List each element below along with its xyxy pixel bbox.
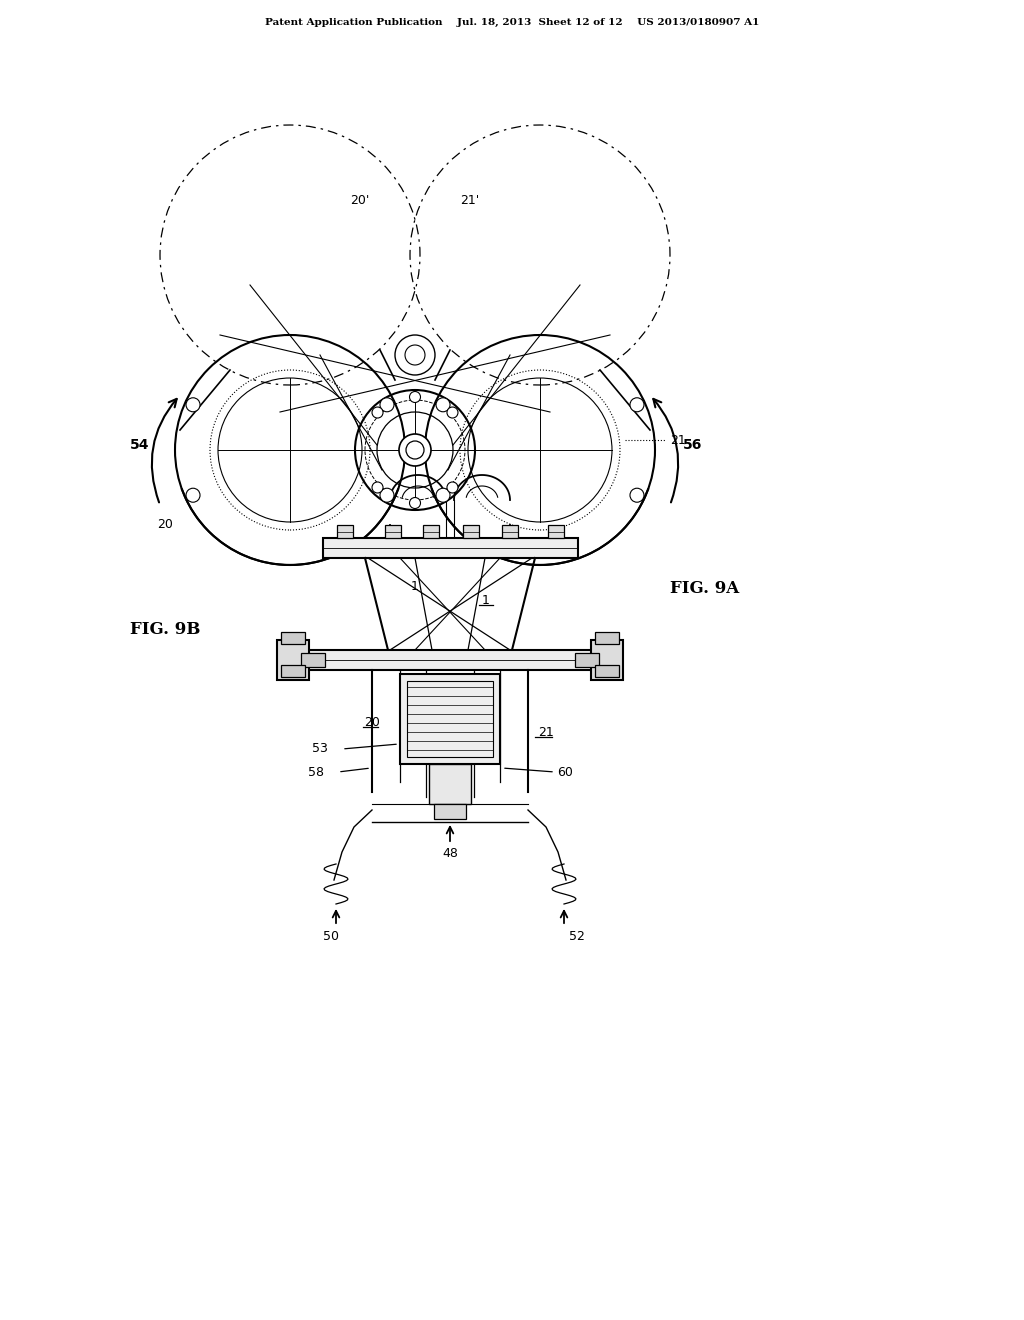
Bar — [595, 665, 618, 677]
Bar — [575, 653, 599, 667]
Bar — [281, 665, 305, 677]
Text: 1: 1 — [411, 579, 419, 593]
Circle shape — [630, 488, 644, 502]
Text: 48: 48 — [442, 847, 458, 861]
Text: 60: 60 — [557, 766, 572, 779]
Text: 53: 53 — [312, 742, 328, 755]
Circle shape — [380, 397, 394, 412]
Text: 21: 21 — [538, 726, 554, 738]
Text: Patent Application Publication    Jul. 18, 2013  Sheet 12 of 12    US 2013/01809: Patent Application Publication Jul. 18, … — [265, 17, 759, 26]
Circle shape — [380, 488, 394, 502]
Text: 56: 56 — [683, 438, 702, 451]
Circle shape — [447, 407, 458, 418]
Text: 21': 21' — [461, 194, 479, 206]
Text: 52: 52 — [569, 931, 585, 942]
Circle shape — [447, 482, 458, 492]
Bar — [295, 649, 605, 671]
Text: 1: 1 — [482, 594, 489, 606]
Bar — [502, 525, 518, 539]
Text: 54: 54 — [130, 438, 150, 451]
Circle shape — [406, 441, 424, 459]
Bar — [595, 632, 618, 644]
Text: FIG. 9B: FIG. 9B — [130, 622, 201, 639]
Bar — [434, 804, 466, 818]
Circle shape — [436, 488, 450, 502]
Circle shape — [410, 392, 421, 403]
Circle shape — [406, 345, 425, 366]
Text: 20: 20 — [365, 715, 380, 729]
Bar — [278, 640, 309, 680]
Bar — [463, 525, 479, 539]
Circle shape — [186, 488, 200, 502]
Circle shape — [372, 407, 383, 418]
Circle shape — [630, 397, 644, 412]
Bar — [281, 632, 305, 644]
Circle shape — [410, 498, 421, 508]
Circle shape — [399, 434, 431, 466]
Circle shape — [372, 482, 383, 492]
Text: 20: 20 — [157, 519, 173, 532]
Circle shape — [395, 335, 435, 375]
Bar — [591, 640, 623, 680]
Bar — [548, 525, 564, 539]
Text: 21: 21 — [670, 433, 686, 446]
Bar — [423, 525, 439, 539]
Text: 20': 20' — [350, 194, 370, 206]
Bar — [385, 525, 401, 539]
Bar — [323, 539, 578, 558]
Text: 58: 58 — [308, 766, 324, 779]
Circle shape — [186, 397, 200, 412]
Bar — [301, 653, 325, 667]
Text: FIG. 9A: FIG. 9A — [670, 579, 739, 597]
Circle shape — [436, 397, 450, 412]
Bar — [400, 675, 500, 764]
Bar — [337, 525, 353, 539]
Bar — [407, 681, 493, 756]
Text: 50: 50 — [323, 931, 339, 942]
Bar — [429, 764, 471, 804]
